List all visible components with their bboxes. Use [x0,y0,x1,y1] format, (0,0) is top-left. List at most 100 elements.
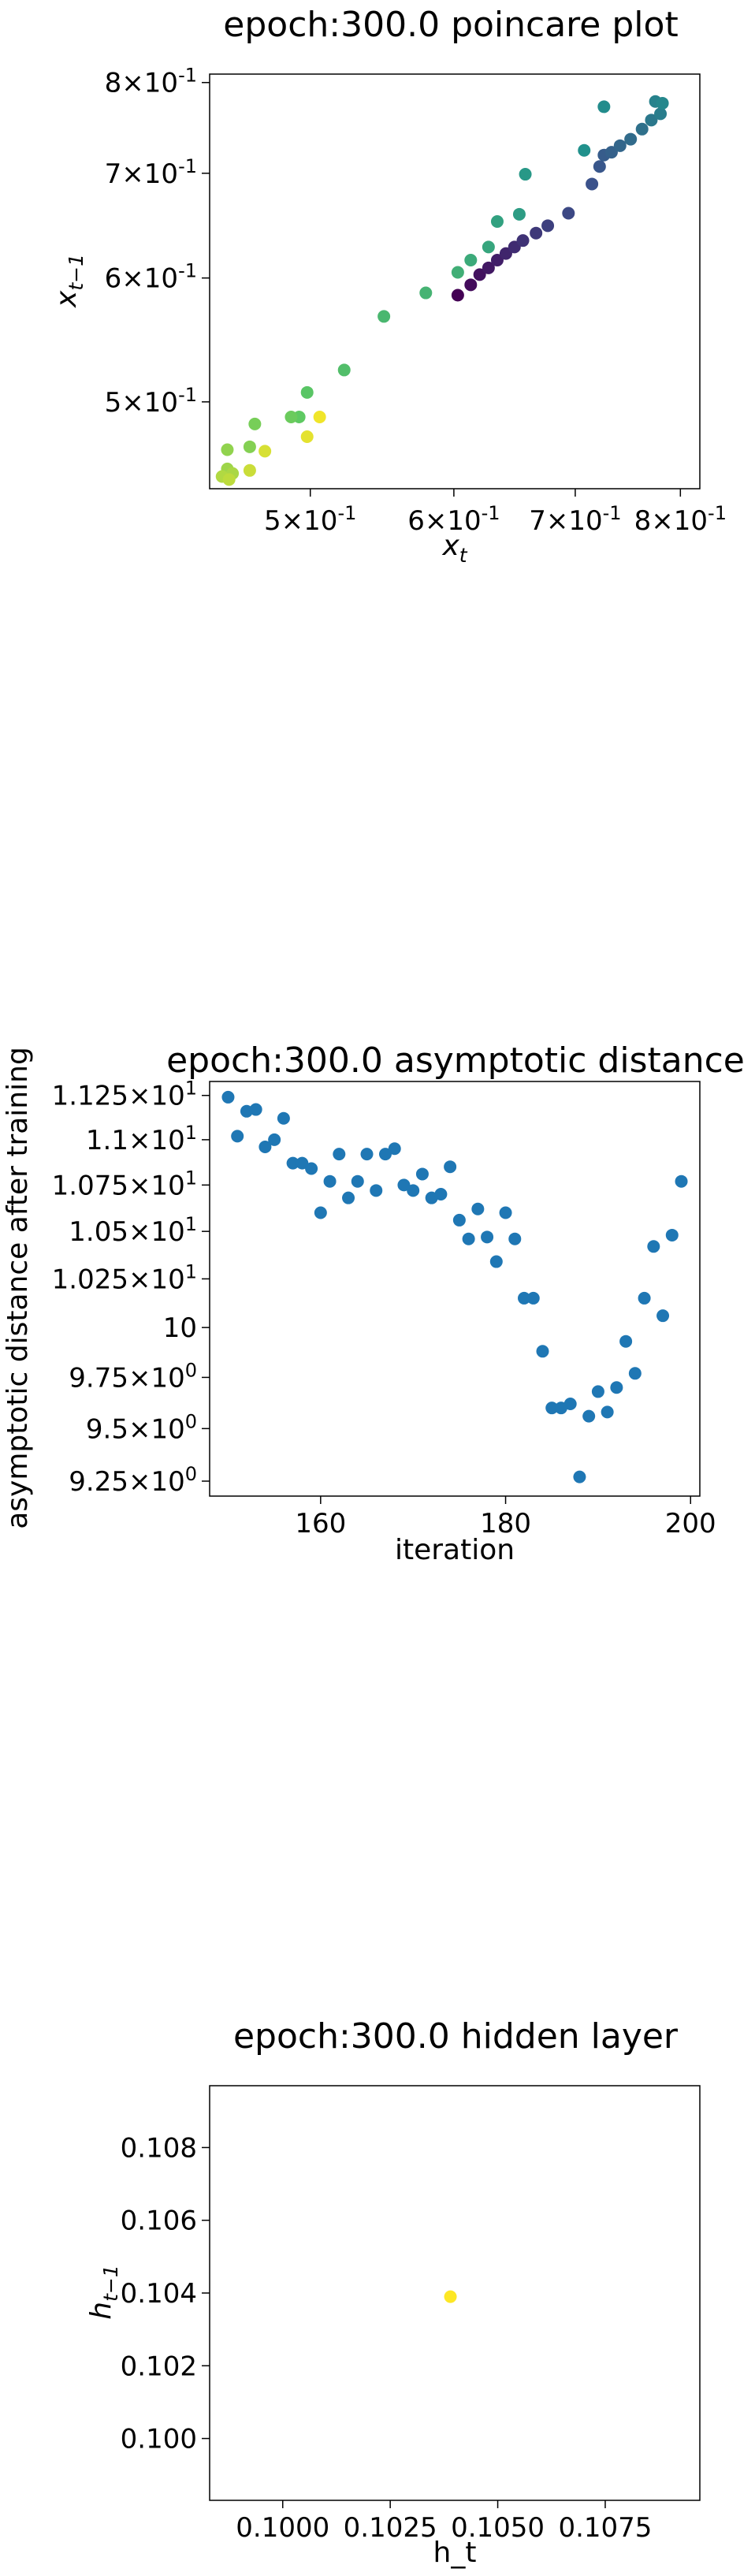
asymptotic-point [305,1162,318,1175]
asymptotic-distance-chart: epoch:300.0 asymptotic distance 160 180 20… [2,1040,745,1566]
poincare-point [243,463,256,477]
asymptotic-title: epoch:300.0 asymptotic distance [166,1040,745,1081]
asymptotic-point [221,1090,235,1104]
poincare-y-axis-label: xt−1 [50,254,87,308]
poincare-point [490,215,504,229]
asymptotic-point [471,1202,485,1215]
poincare-point [222,473,236,486]
asymptotic-y-axis-label: asymptotic distance after training [2,1047,34,1529]
poincare-y-tick-label: 7×10-1 [105,155,197,190]
asymptotic-y-tick-label: 9.25×100 [69,1463,197,1498]
poincare-x-tick-label: 6×10-1 [407,502,500,537]
poincare-point [586,177,599,191]
asymptotic-x-axis-label: iteration [395,1534,515,1566]
hidden-layer-y-tick-label: 0.108 [121,2132,197,2164]
asymptotic-y-tick-label: 1.125×101 [52,1078,197,1112]
poincare-point [243,440,256,453]
asymptotic-point [397,1178,411,1192]
poincare-point [473,268,486,281]
poincare-point [464,253,478,266]
asymptotic-point [582,1409,596,1423]
asymptotic-point [258,1140,272,1153]
hidden-layer-y-tick-label: 0.100 [121,2424,197,2455]
asymptotic-point [378,1148,392,1161]
asymptotic-plot-area [209,1081,701,1497]
hidden-layer-x-axis-label: h_t [433,2537,477,2569]
asymptotic-point [665,1228,679,1241]
asymptotic-point [434,1188,448,1201]
asymptotic-y-tick-label: 9.75×100 [69,1359,197,1394]
poincare-point [490,253,504,266]
asymptotic-point [489,1255,503,1268]
poincare-x-tick-label: 8×10-1 [634,502,727,537]
hidden-layer-x-tick-label: 0.1025 [344,2512,437,2544]
asymptotic-point [444,1160,457,1174]
asymptotic-point [545,1402,559,1415]
poincare-point [313,410,326,423]
asymptotic-point [619,1335,633,1348]
asymptotic-y-tick-label: 1.025×101 [52,1260,197,1295]
asymptotic-point [481,1230,494,1244]
poincare-point [482,240,495,254]
poincare-point [378,310,391,323]
poincare-point [562,207,575,220]
asymptotic-point [277,1111,290,1125]
asymptotic-point [360,1148,374,1161]
asymptotic-point [647,1240,660,1253]
hidden-layer-point [444,2290,457,2303]
poincare-point [654,107,668,121]
hidden-layer-y-tick-label: 0.102 [121,2351,197,2382]
poincare-y-tick-label: 8×10-1 [105,65,197,99]
poincare-point [258,445,272,458]
asymptotic-point [231,1130,244,1143]
asymptotic-point [499,1206,512,1219]
asymptotic-point [452,1213,466,1227]
poincare-point [624,132,638,146]
asymptotic-point [675,1174,688,1188]
asymptotic-point [333,1148,346,1161]
poincare-point [645,114,658,127]
poincare-point [519,168,532,181]
asymptotic-x-tick-label: 180 [480,1508,531,1539]
asymptotic-point [342,1191,355,1204]
asymptotic-point [462,1232,475,1245]
asymptotic-point [415,1167,429,1181]
poincare-point [300,385,314,399]
poincare-point [613,139,627,152]
hidden-layer-chart: epoch:300.0 hidden layer 0.1000 0.1025 0.1… [85,2016,701,2569]
asymptotic-point [351,1174,364,1188]
poincare-point [248,417,262,430]
asymptotic-point [286,1156,299,1170]
poincare-x-tick-label: 7×10-1 [529,502,621,537]
asymptotic-point [563,1397,577,1410]
asymptotic-point [249,1103,262,1116]
hidden-layer-title: epoch:300.0 hidden layer [233,2016,679,2057]
asymptotic-point [638,1291,651,1305]
poincare-title: epoch:300.0 poincare plot [223,5,678,45]
asymptotic-point [610,1381,623,1394]
asymptotic-point [314,1206,327,1219]
asymptotic-x-tick-label: 160 [295,1508,346,1539]
poincare-point [300,430,314,444]
asymptotic-point [518,1291,531,1305]
hidden-layer-x-tick-label: 0.1075 [558,2512,652,2544]
asymptotic-point [526,1291,540,1305]
asymptotic-point [296,1156,309,1170]
hidden-layer-y-axis-label: ht−1 [85,2265,122,2319]
asymptotic-point [536,1345,549,1358]
asymptotic-point [268,1133,281,1146]
poincare-point [604,146,618,159]
poincare-point [482,261,495,274]
asymptotic-point [656,1309,670,1323]
hidden-layer-y-tick-label: 0.106 [121,2206,197,2237]
poincare-point [656,96,669,110]
poincare-point [593,160,606,173]
poincare-x-tick-label: 5×10-1 [264,502,356,537]
hidden-layer-x-tick-label: 0.1000 [236,2512,329,2544]
poincare-point [451,288,464,302]
asymptotic-point [628,1367,642,1380]
asymptotic-y-tick-label: 9.5×100 [86,1410,197,1445]
asymptotic-x-tick-label: 200 [665,1508,716,1539]
asymptotic-point [388,1142,401,1156]
